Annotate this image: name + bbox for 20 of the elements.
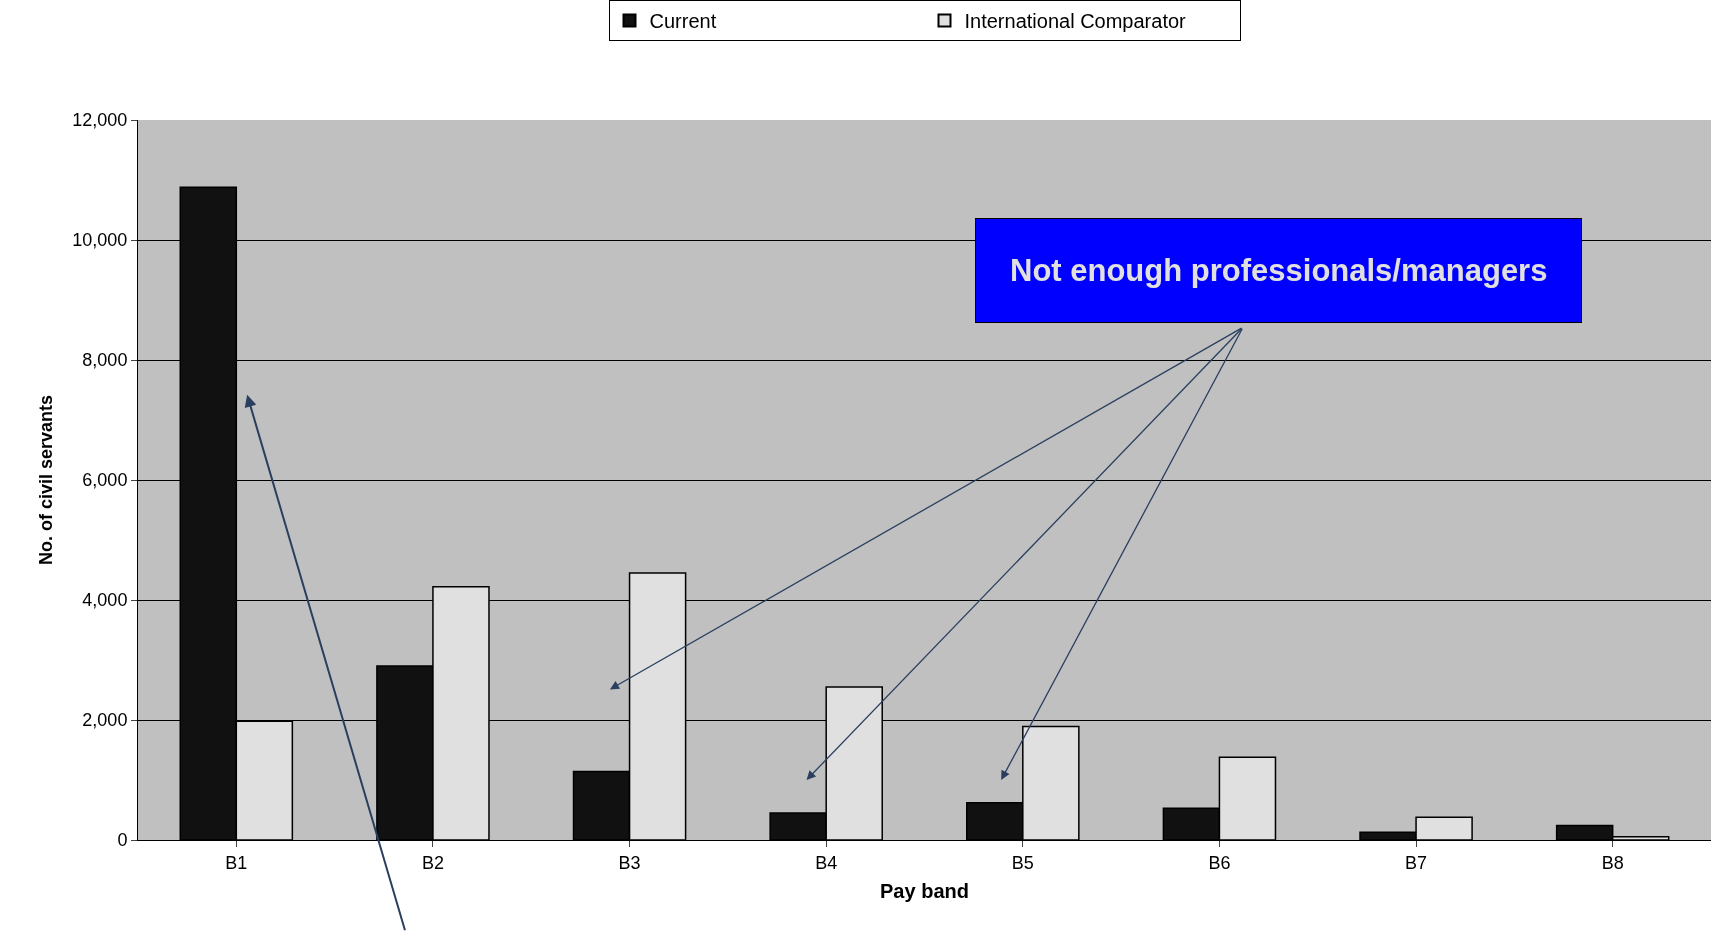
- legend-label: Current: [649, 10, 717, 33]
- annotation: Not enough professionals/managers: [1010, 253, 1548, 288]
- y-tick-label: 4,000: [82, 590, 128, 611]
- x-tick-label: B3: [618, 852, 641, 873]
- y-tick-label: 12,000: [72, 110, 128, 131]
- x-tick-label: B4: [815, 852, 838, 873]
- x-tick-label: B5: [1011, 852, 1034, 873]
- x-axis-title: Pay band: [880, 880, 969, 903]
- x-tick-label: B1: [225, 852, 248, 873]
- x-tick-label: B7: [1405, 852, 1428, 873]
- x-tick-label: B6: [1208, 852, 1231, 873]
- legend-label: International Comparator: [964, 10, 1187, 33]
- y-tick-label: 10,000: [72, 230, 128, 251]
- y-tick-label: 8,000: [82, 350, 128, 371]
- y-tick-label: 6,000: [82, 470, 128, 491]
- y-axis-title: No. of civil servants: [35, 394, 56, 566]
- y-tick-label: 0: [117, 830, 128, 851]
- y-tick-label: 2,000: [82, 710, 128, 731]
- x-tick-label: B2: [421, 852, 444, 873]
- x-tick-label: B8: [1601, 852, 1624, 873]
